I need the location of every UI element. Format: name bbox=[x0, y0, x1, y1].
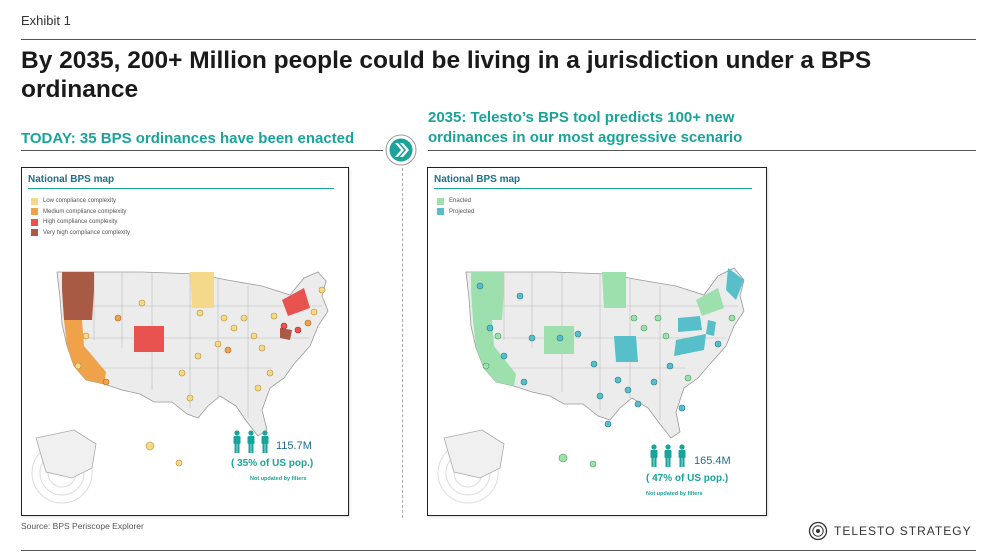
map-legend: Low compliance complexity Medium complia… bbox=[31, 196, 130, 238]
brand-logo: TELESTO STRATEGY bbox=[808, 521, 972, 541]
bottom-rule bbox=[21, 550, 976, 551]
brand-name: TELESTO STRATEGY bbox=[834, 524, 972, 538]
state-california bbox=[64, 320, 106, 384]
people-icon bbox=[233, 430, 269, 453]
legend-label: High compliance complexity bbox=[43, 219, 118, 226]
legend-swatch bbox=[31, 208, 38, 216]
people-icon bbox=[650, 444, 686, 467]
top-rule bbox=[21, 39, 976, 40]
city-markers bbox=[74, 286, 326, 467]
state-maryland bbox=[280, 328, 292, 340]
population-percent: ( 35% of US pop.) bbox=[231, 458, 314, 469]
right-heading: 2035: Telesto’s BPS tool predicts 100+ n… bbox=[428, 109, 743, 146]
legend-swatch bbox=[437, 208, 444, 216]
page-title: By 2035, 200+ Million people could be li… bbox=[21, 47, 872, 103]
map-panel-today: National BPS map Low compliance complexi… bbox=[21, 167, 349, 516]
not-updated-note: Not updated by filters bbox=[250, 476, 307, 482]
map-title: National BPS map bbox=[434, 174, 521, 185]
map-title-rule bbox=[434, 188, 752, 189]
legend-item-projected: Projected bbox=[437, 207, 474, 218]
left-heading: TODAY: 35 BPS ordinances have been enact… bbox=[21, 130, 355, 147]
not-updated-note: Not updated by filters bbox=[646, 491, 703, 497]
us-outline bbox=[465, 267, 745, 439]
map-panel-2035: National BPS map Enacted Projected bbox=[427, 167, 767, 516]
state-alaska bbox=[35, 429, 97, 479]
state-oregon bbox=[471, 290, 504, 320]
source-note: Source: BPS Periscope Explorer bbox=[21, 521, 144, 531]
state-new-jersey bbox=[706, 320, 716, 336]
state-missouri bbox=[614, 336, 638, 362]
state-pennsylvania bbox=[678, 316, 702, 332]
state-new-york bbox=[282, 288, 310, 316]
state-new-york bbox=[696, 288, 724, 316]
state-minnesota bbox=[190, 272, 214, 308]
state-colorado bbox=[134, 326, 164, 352]
legend-item-high: High compliance complexity bbox=[31, 217, 130, 228]
left-heading-rule bbox=[21, 150, 383, 151]
state-minnesota bbox=[602, 272, 626, 308]
population-value: 115.7M bbox=[276, 440, 312, 452]
state-virginia bbox=[674, 334, 706, 356]
state-california bbox=[473, 320, 516, 386]
legend-swatch bbox=[437, 197, 444, 205]
exhibit-label: Exhibit 1 bbox=[21, 13, 71, 28]
map-title: National BPS map bbox=[28, 174, 115, 185]
population-percent: ( 47% of US pop.) bbox=[646, 473, 729, 484]
panel-divider bbox=[402, 168, 403, 518]
legend-swatch bbox=[31, 197, 38, 205]
population-value: 165.4M bbox=[694, 455, 731, 467]
legend-item-low: Low compliance complexity bbox=[31, 196, 130, 207]
legend-item-very-high: Very high compliance complexity bbox=[31, 228, 130, 239]
state-oregon bbox=[62, 290, 94, 320]
legend-item-medium: Medium compliance complexity bbox=[31, 207, 130, 218]
population-icon-group bbox=[231, 430, 273, 454]
state-washington bbox=[62, 272, 94, 290]
state-washington bbox=[471, 272, 504, 290]
legend-item-enacted: Enacted bbox=[437, 196, 474, 207]
legend-swatch bbox=[31, 218, 38, 226]
legend-swatch bbox=[31, 229, 38, 237]
legend-label: Projected bbox=[449, 208, 475, 215]
legend-label: Very high compliance complexity bbox=[43, 229, 131, 236]
population-icon-group bbox=[648, 444, 690, 468]
map-title-rule bbox=[28, 188, 334, 189]
telesto-logo-icon bbox=[808, 521, 828, 541]
forward-arrow-icon bbox=[385, 134, 417, 166]
legend-label: Low compliance complexity bbox=[43, 198, 117, 205]
right-heading-rule bbox=[428, 150, 976, 151]
state-maine bbox=[726, 268, 744, 300]
state-alaska bbox=[443, 429, 505, 479]
us-map-2035 bbox=[437, 267, 745, 504]
legend-label: Medium compliance complexity bbox=[43, 208, 127, 215]
enacted-city-markers bbox=[482, 314, 736, 468]
us-map-today bbox=[31, 271, 329, 504]
map-legend: Enacted Projected bbox=[437, 196, 474, 217]
legend-label: Enacted bbox=[449, 198, 472, 205]
projected-city-markers bbox=[476, 282, 722, 428]
